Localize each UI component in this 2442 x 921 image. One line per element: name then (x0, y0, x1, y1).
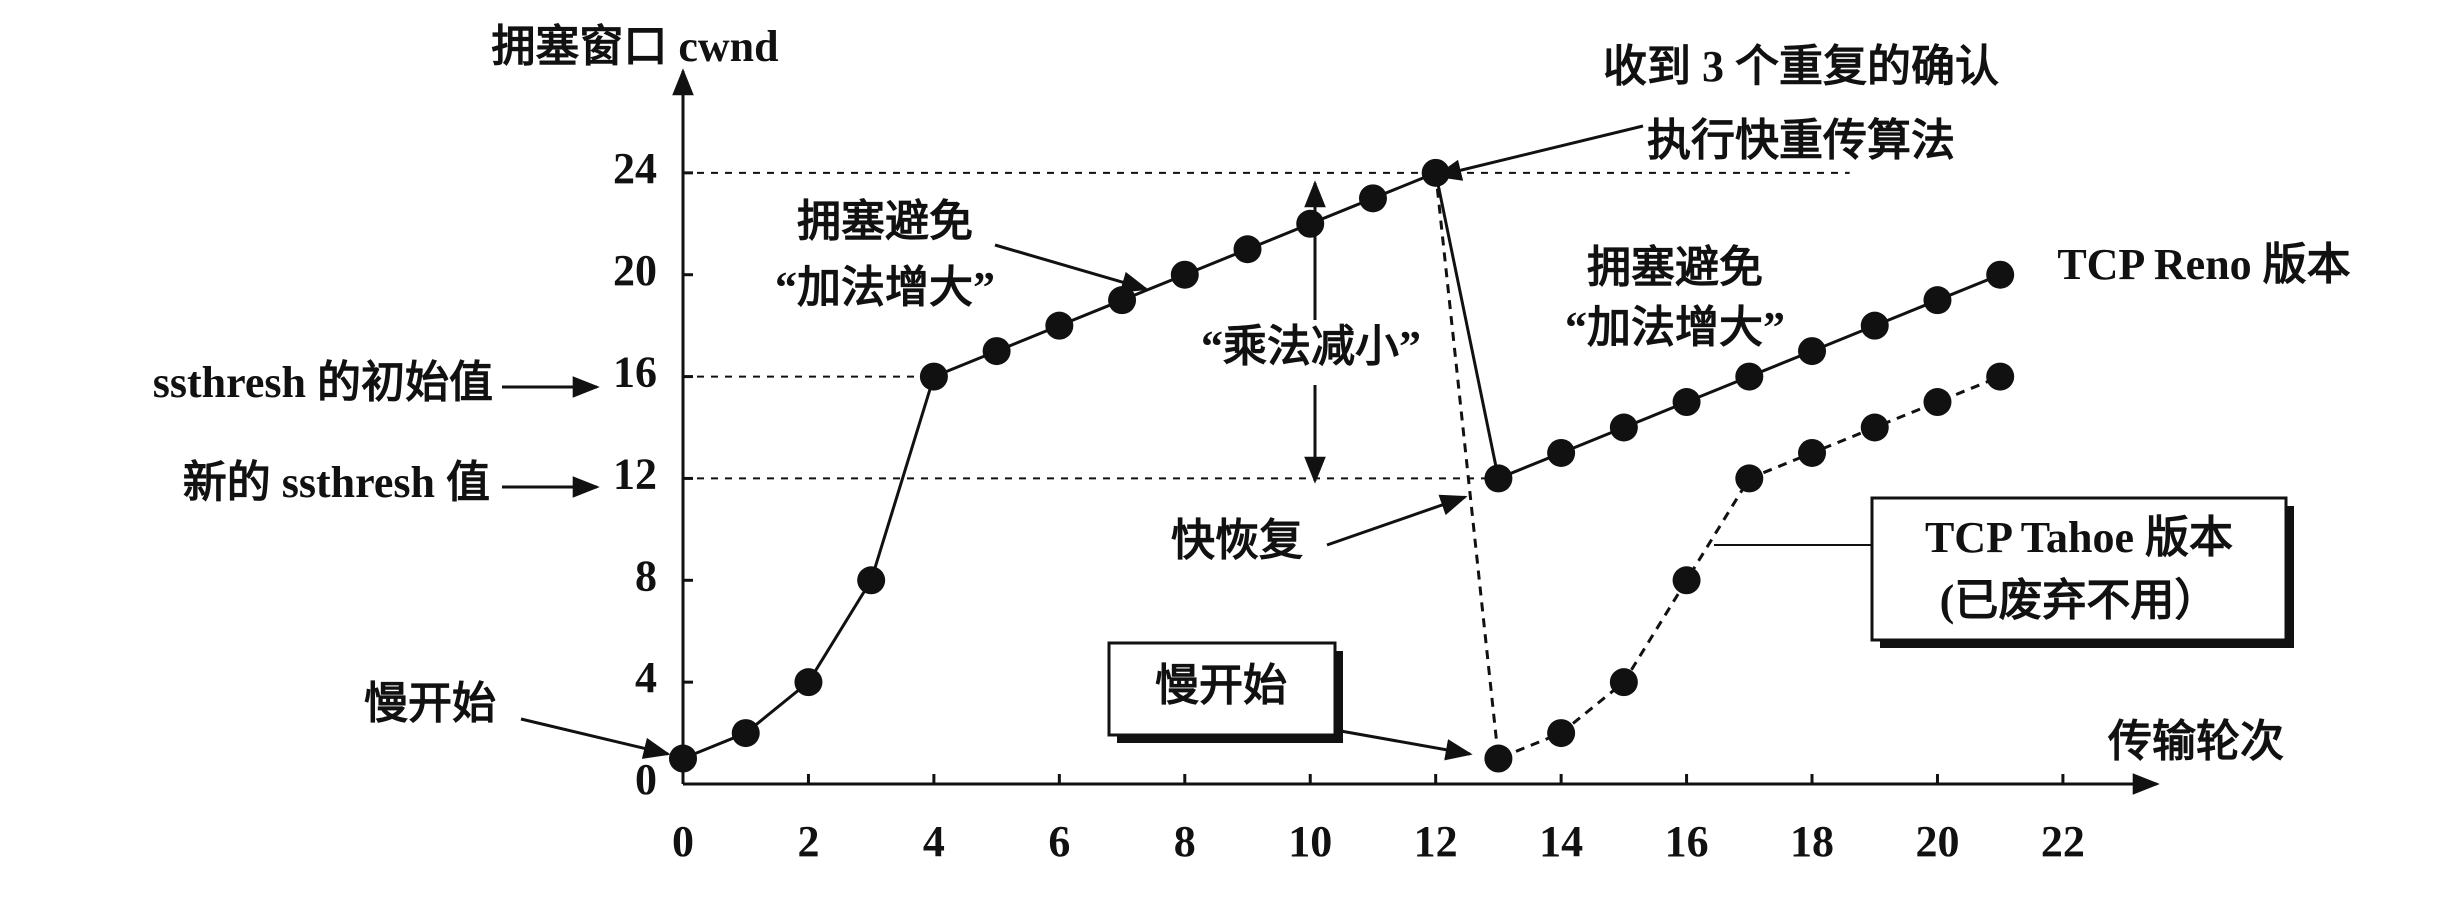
axes (672, 68, 2160, 795)
x-tick-label: 6 (1048, 817, 1070, 866)
x-tick-label: 4 (923, 817, 945, 866)
data-point (1923, 388, 1952, 417)
annotation: 拥塞避免 (797, 197, 973, 246)
data-point (1798, 337, 1827, 366)
data-point (1986, 362, 2015, 391)
annotation: (已废弃不用） (1940, 576, 2219, 625)
x-tick-label: 8 (1174, 817, 1196, 866)
data-point (1672, 388, 1701, 417)
x-axis-label: 传输轮次 (2107, 717, 2284, 766)
data-point (1045, 311, 1074, 340)
data-point (919, 362, 948, 391)
annotation: “加法增大” (775, 263, 995, 312)
x-tick-label: 14 (1539, 817, 1583, 866)
arrows (502, 124, 2294, 761)
y-tick-label: 0 (635, 755, 657, 804)
series-label: TCP Tahoe 版本 (1925, 513, 2233, 562)
annotation: ssthresh 的初始值 (153, 358, 493, 407)
data-point (731, 719, 760, 748)
annotation: 慢开始 (364, 679, 496, 728)
data-point (1860, 413, 1889, 442)
y-tick-label: 24 (613, 144, 657, 193)
data-point (857, 566, 886, 595)
y-tick-label: 8 (635, 551, 657, 600)
series-label: TCP Reno 版本 (2057, 240, 2350, 289)
x-tick-label: 16 (1665, 817, 1709, 866)
arrow (1434, 124, 1644, 181)
arrow (1326, 494, 1468, 547)
annotation: 拥塞避免 (1587, 243, 1763, 292)
annotation: 慢开始 (1155, 661, 1287, 710)
data-point (1484, 744, 1513, 773)
data-point (1735, 464, 1764, 493)
annotation: “乘法减小” (1201, 322, 1421, 371)
data-point (1860, 311, 1889, 340)
x-tick-label: 22 (2041, 817, 2085, 866)
y-tick-label: 4 (635, 653, 657, 702)
x-tick-label: 12 (1414, 817, 1458, 866)
data-point (1547, 438, 1576, 467)
arrow (520, 717, 671, 759)
series-line (1434, 172, 2001, 761)
data-point (1609, 413, 1638, 442)
data-point (1484, 464, 1513, 493)
data-point (1609, 668, 1638, 697)
x-tick-label: 2 (797, 817, 819, 866)
y-axis-label: 拥塞窗口 cwnd (491, 22, 778, 71)
x-tick-label: 0 (672, 817, 694, 866)
data-point (1672, 566, 1701, 595)
box (1870, 496, 2288, 642)
box (1107, 641, 1337, 737)
data-point (1986, 260, 2015, 289)
y-tick-label: 16 (613, 348, 657, 397)
annotation: 快恢复 (1171, 516, 1303, 565)
data-point (1547, 719, 1576, 748)
data-point (669, 744, 697, 773)
arrow (994, 243, 1149, 293)
arrow (1334, 728, 1473, 761)
y-tick-label: 12 (613, 450, 657, 499)
series-line (682, 170, 2001, 760)
data-point (1358, 184, 1387, 213)
data-point (1923, 286, 1952, 315)
data-point (1233, 235, 1262, 264)
annotation: 新的 ssthresh 值 (183, 458, 490, 507)
annotation: “加法增大” (1565, 303, 1785, 352)
data-point (1798, 438, 1827, 467)
data-point (794, 668, 823, 697)
x-tick-label: 10 (1288, 817, 1332, 866)
data-point (982, 337, 1011, 366)
annotation: 收到 3 个重复的确认 (1603, 42, 1999, 91)
data-point (1170, 260, 1199, 289)
data-point (1108, 286, 1137, 315)
y-tick-label: 20 (613, 246, 657, 295)
data-point (1735, 362, 1764, 391)
x-tick-label: 20 (1915, 817, 1959, 866)
annotation: 执行快重传算法 (1647, 116, 1955, 165)
x-tick-label: 18 (1790, 817, 1834, 866)
data-point (1296, 209, 1325, 238)
